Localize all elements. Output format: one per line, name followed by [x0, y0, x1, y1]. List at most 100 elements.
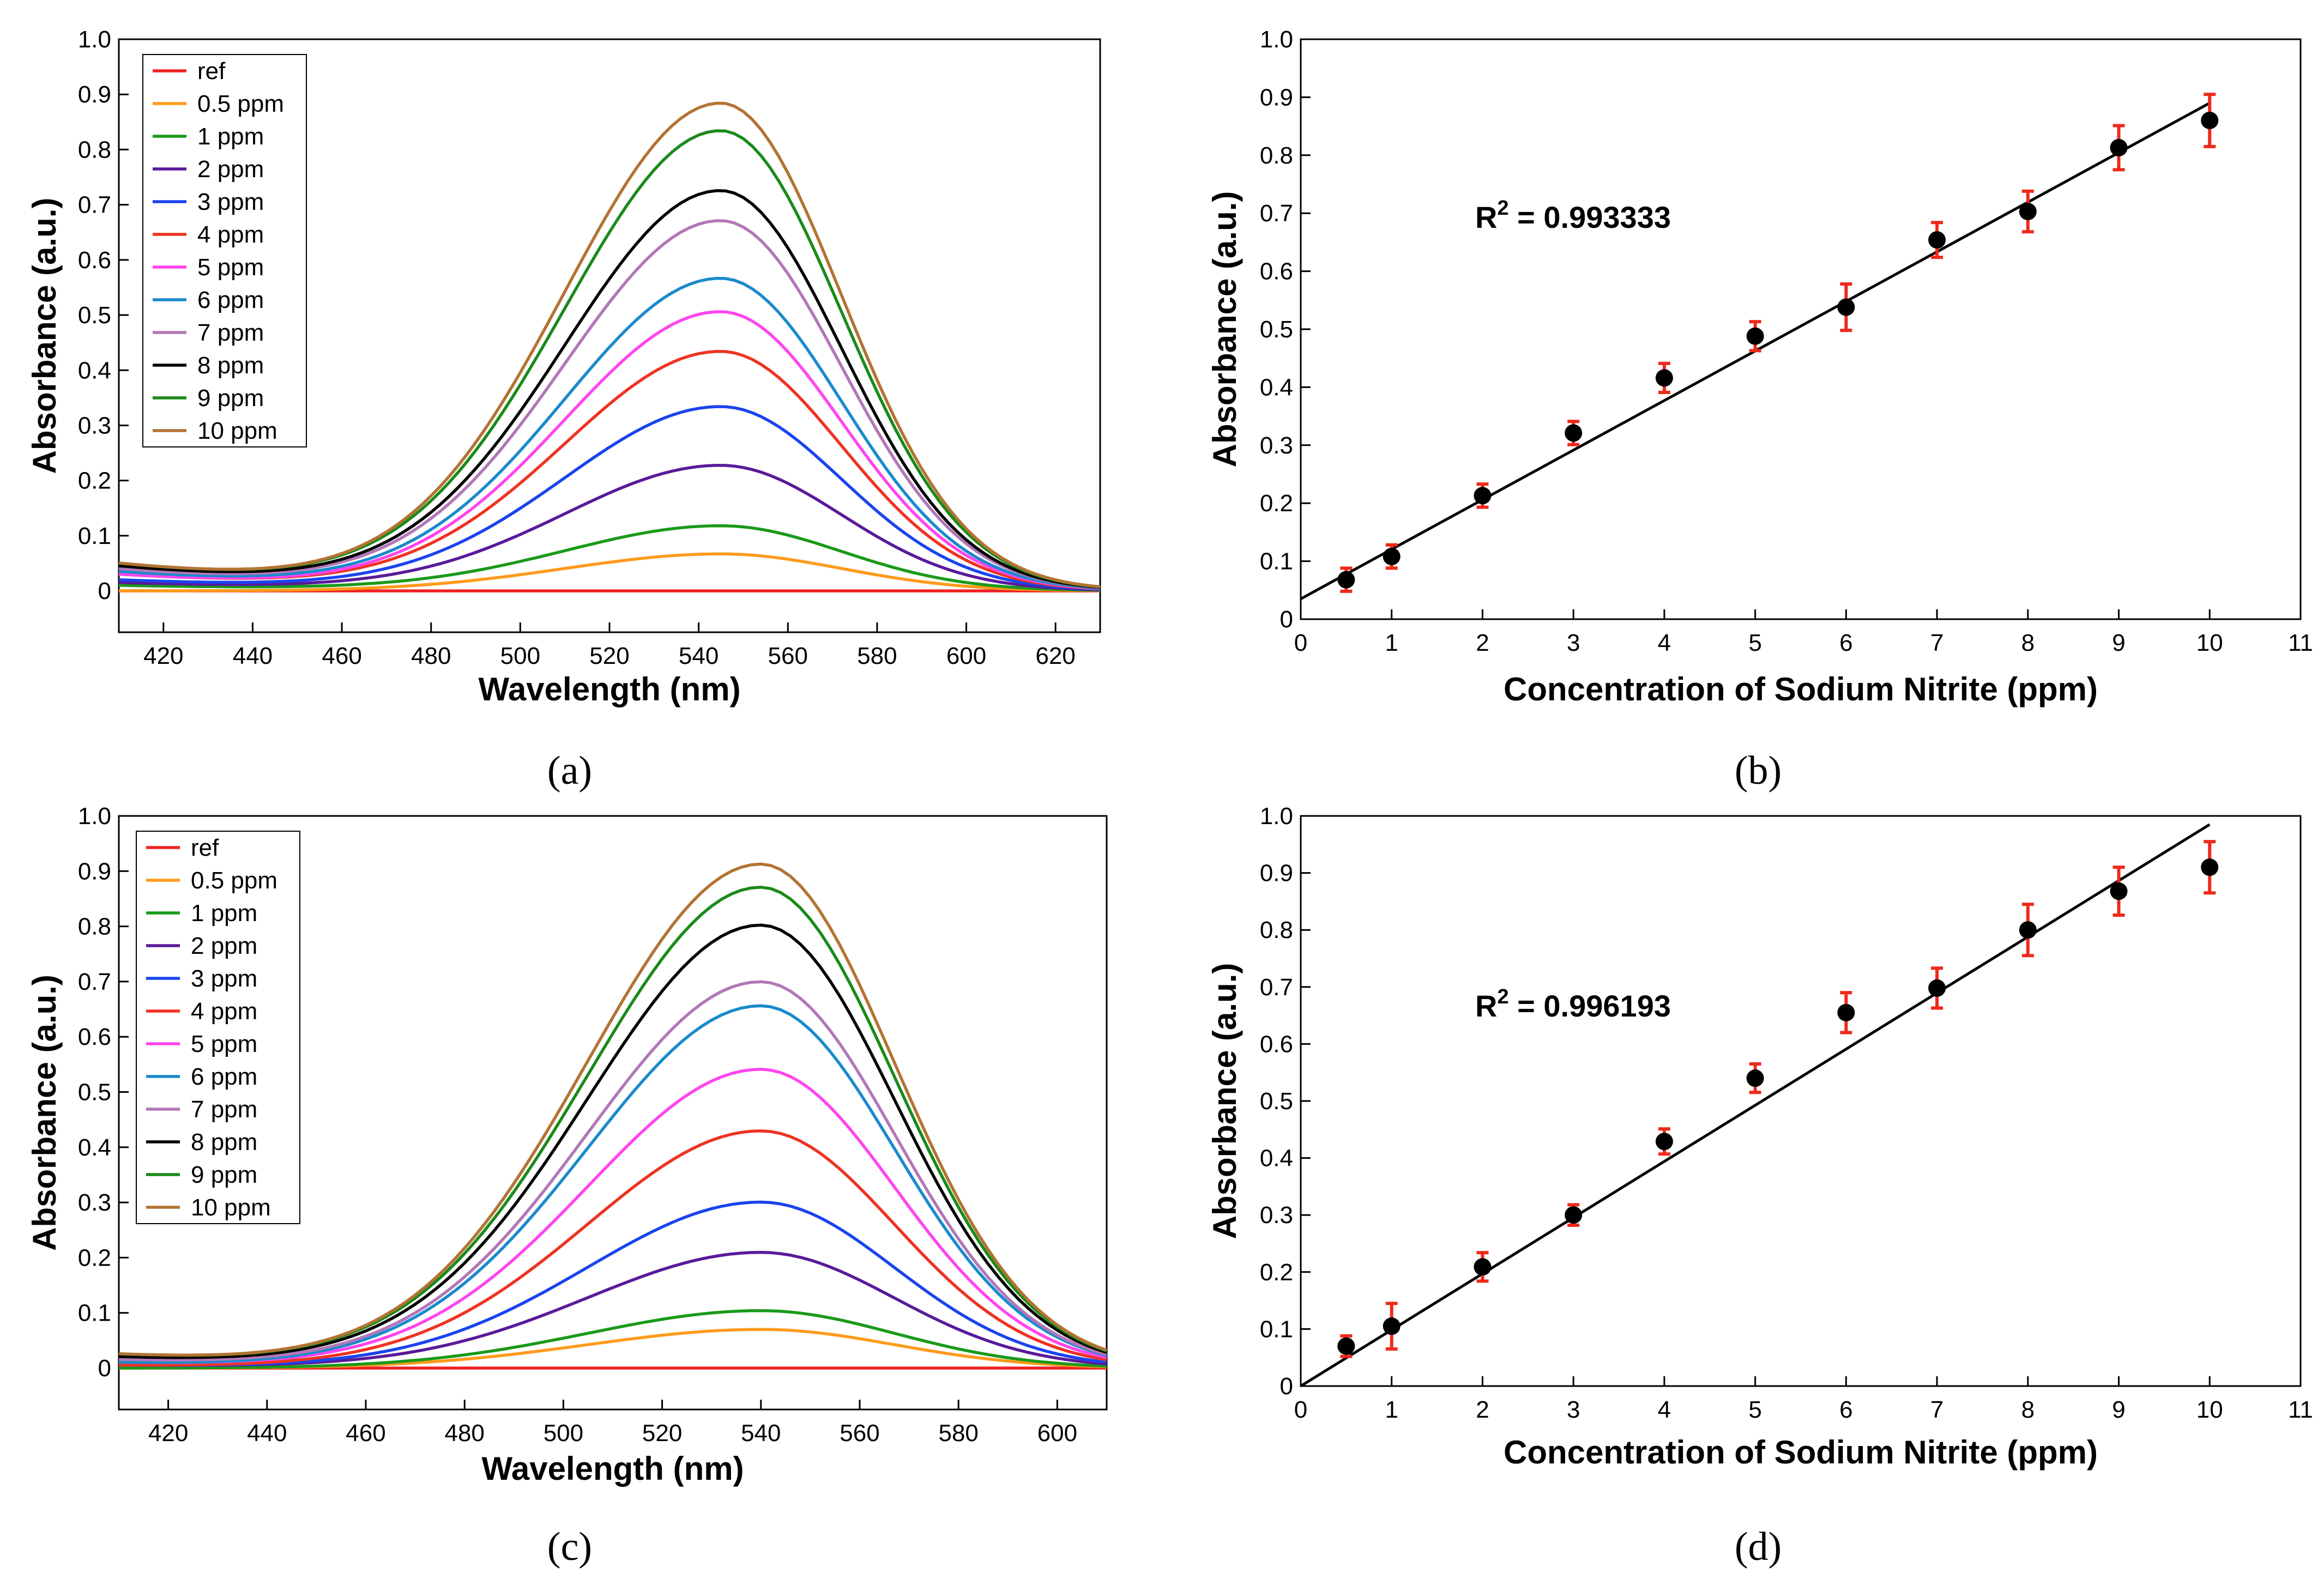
- chart-d-data-point-9: [2110, 882, 2128, 900]
- chart-b-x-tick-label: 8: [2021, 630, 2035, 656]
- chart-d-x-axis-title: Concentration of Sodium Nitrite (ppm): [1504, 1434, 2098, 1471]
- chart-c-x-tick-label: 580: [938, 1420, 978, 1447]
- chart-c-y-tick-label: 0: [98, 1355, 111, 1382]
- chart-b-x-tick-label: 2: [1476, 630, 1489, 656]
- chart-a-legend-label-3: 2 ppm: [197, 156, 264, 183]
- chart-a-x-tick-label: 580: [857, 643, 897, 669]
- chart-b-y-axis-title: Absorbance (a.u.): [1206, 191, 1243, 468]
- chart-d-x-tick-label: 3: [1567, 1396, 1580, 1423]
- chart-d-x-tick-label: 9: [2112, 1396, 2125, 1423]
- chart-c-y-tick-label: 0.7: [78, 969, 111, 995]
- chart-b-data-point-3: [1565, 424, 1583, 442]
- chart-a-y-tick-label: 0.1: [78, 523, 111, 549]
- chart-c-spectra: 0 0.1 0.2 0.3 0.4 0.5 0.6 0.7 0.8 0.9 1.0 420 440 460…: [26, 803, 1108, 1487]
- chart-c-y-tick-label: 1.0: [78, 803, 111, 830]
- chart-d-data-point-3: [1565, 1206, 1583, 1224]
- chart-c-series-line-11: [118, 862, 1107, 1357]
- chart-c-x-tick-label: 420: [148, 1420, 188, 1447]
- chart-a-legend-label-9: 8 ppm: [197, 352, 264, 379]
- chart-c-x-tick-label: 440: [247, 1420, 287, 1447]
- chart-a-x-axis-title: Wavelength (nm): [478, 671, 740, 707]
- chart-b-data-point-1: [1383, 548, 1401, 566]
- chart-c-legend-label-8: 7 ppm: [191, 1096, 257, 1123]
- chart-a-y-axis-title: Absorbance (a.u.): [26, 198, 63, 474]
- chart-a-series-line-1: [118, 552, 1101, 592]
- chart-c-legend-label-10: 9 ppm: [191, 1161, 257, 1188]
- chart-d-data-point-10: [2201, 858, 2219, 876]
- chart-b-r2-annotation: R2 = 0.993333: [1475, 197, 1671, 234]
- chart-a-x-tick-label: 560: [768, 643, 808, 669]
- chart-d-data-point-0: [1337, 1337, 1355, 1355]
- chart-a-legend-label-1: 0.5 ppm: [197, 90, 284, 117]
- chart-a-x-tick-label: 600: [946, 643, 986, 669]
- chart-b-data-point-8: [2019, 203, 2037, 221]
- chart-d-data-point-1: [1383, 1317, 1401, 1335]
- chart-a-series-line-2: [118, 524, 1101, 592]
- chart-b-y-tick-label: 0.4: [1260, 374, 1293, 401]
- chart-c-y-tick-label: 0.5: [78, 1079, 111, 1106]
- chart-b-y-tick-label: 0.7: [1260, 200, 1293, 227]
- chart-b-x-tick-label: 1: [1385, 630, 1398, 656]
- chart-a-y-tick-label: 1.0: [78, 26, 111, 53]
- chart-a-x-tick-label: 480: [411, 643, 451, 669]
- chart-d-x-tick-label: 1: [1385, 1396, 1398, 1423]
- chart-c-legend-label-4: 3 ppm: [191, 965, 257, 992]
- chart-b-x-tick-label: 9: [2112, 630, 2125, 656]
- chart-b-data-point-4: [1655, 369, 1673, 387]
- chart-d-data-point-8: [2019, 921, 2037, 939]
- chart-c-x-tick-label: 460: [346, 1420, 385, 1447]
- chart-a-y-tick-label: 0.7: [78, 192, 111, 219]
- chart-d-x-tick-label: 7: [1930, 1396, 1943, 1423]
- chart-b-x-tick-label: 5: [1748, 630, 1761, 656]
- panel-label-a: (a): [547, 748, 592, 793]
- chart-c-plot-frame: [118, 815, 1108, 1411]
- chart-d-data-point-5: [1746, 1069, 1764, 1087]
- chart-b-x-tick-label: 3: [1567, 630, 1580, 656]
- chart-c-legend-label-7: 6 ppm: [191, 1063, 257, 1090]
- chart-a-series-line-6: [118, 310, 1101, 590]
- chart-a-legend-label-7: 6 ppm: [197, 287, 264, 313]
- chart-c-series-line-2: [119, 1309, 1107, 1370]
- chart-a-y-tick-label: 0.3: [78, 412, 111, 439]
- chart-b-y-tick-label: 1.0: [1260, 26, 1293, 53]
- chart-b-x-axis-title: Concentration of Sodium Nitrite (ppm): [1504, 671, 2098, 707]
- chart-c-y-tick-label: 0.4: [78, 1134, 111, 1161]
- chart-d-calibration: 0 0.1 0.2 0.3 0.4 0.5 0.6 0.7 0.8 0.9 1.0 0 1 2 3 4 5 6 7 8…: [1206, 803, 2313, 1471]
- chart-c-x-tick-label: 600: [1037, 1420, 1077, 1447]
- chart-d-data-point-6: [1837, 1003, 1855, 1021]
- chart-a-legend-label-5: 4 ppm: [197, 221, 264, 248]
- chart-a-series-line-4: [118, 405, 1101, 591]
- chart-b-y-tick-label: 0.3: [1260, 432, 1293, 459]
- chart-c-legend-label-6: 5 ppm: [191, 1031, 257, 1057]
- chart-d-y-axis-title: Absorbance (a.u.): [1206, 963, 1243, 1239]
- chart-b-calibration: 0 0.1 0.2 0.3 0.4 0.5 0.6 0.7 0.8 0.9 1.0 0 1 2 3 4 5 6 7 8…: [1206, 26, 2313, 707]
- chart-d-x-tick-label: 2: [1476, 1396, 1489, 1423]
- chart-d-y-tick-label: 0.6: [1260, 1031, 1293, 1057]
- chart-d-data-point-7: [1928, 979, 1946, 997]
- chart-a-series-line-7: [118, 276, 1101, 590]
- chart-a-y-tick-label: 0.4: [78, 357, 111, 384]
- chart-c-series-line-9: [118, 923, 1107, 1359]
- chart-c-series-line-5: [118, 1129, 1107, 1367]
- chart-c-legend-label-3: 2 ppm: [191, 933, 257, 959]
- chart-d-y-tick-label: 0.5: [1260, 1088, 1293, 1115]
- chart-c-series-line-7: [118, 1004, 1107, 1364]
- chart-a-x-tick-label: 440: [233, 643, 273, 669]
- chart-d-y-tick-label: 0.1: [1260, 1316, 1293, 1342]
- chart-a-legend-box: [142, 54, 307, 447]
- chart-c-y-tick-label: 0.8: [78, 913, 111, 940]
- chart-b-x-tick-label: 7: [1930, 630, 1943, 656]
- chart-b-y-tick-label: 0.9: [1260, 84, 1293, 111]
- chart-c-y-tick-label: 0.6: [78, 1024, 111, 1050]
- chart-b-x-tick-label: 4: [1658, 630, 1671, 656]
- chart-b-r2-prefix: R: [1475, 200, 1497, 234]
- panel-label-d: (d): [1735, 1524, 1782, 1569]
- chart-d-data-point-4: [1655, 1133, 1673, 1151]
- chart-a-legend-label-0: ref: [197, 58, 226, 84]
- chart-b-y-tick-label: 0.5: [1260, 316, 1293, 343]
- chart-d-x-tick-label: 8: [2021, 1396, 2035, 1423]
- chart-a-legend-label-10: 9 ppm: [197, 385, 264, 412]
- chart-c-x-axis-title: Wavelength (nm): [481, 1450, 744, 1487]
- chart-b-data-point-10: [2201, 111, 2219, 129]
- chart-d-x-tick-label: 6: [1839, 1396, 1852, 1423]
